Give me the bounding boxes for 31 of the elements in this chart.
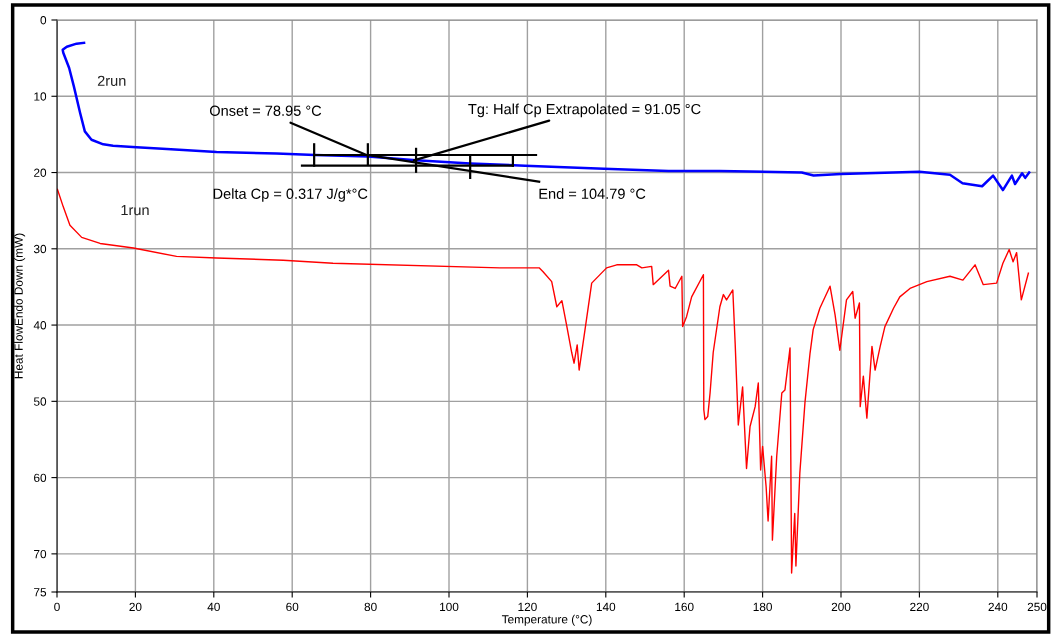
x-tick-label: 200 <box>831 602 851 612</box>
y-tick-label: 0 <box>40 16 47 25</box>
y-tick-label: 30 <box>33 244 47 254</box>
y-tick-label: 70 <box>34 549 47 559</box>
annotation: End = 104.79 °C <box>539 188 646 199</box>
x-tick-label: 100 <box>440 602 459 612</box>
x-tick-label: 250 <box>1027 602 1047 612</box>
y-tick-label: 75 <box>34 588 47 597</box>
series-label: 2run <box>97 75 126 86</box>
y-tick-label: 60 <box>34 473 47 482</box>
x-tick-label: 60 <box>286 602 299 612</box>
y-tick-label: 10 <box>34 92 47 101</box>
y-axis-title: Heat FlowEndo Down (mW) <box>14 233 26 379</box>
y-tick-label: 40 <box>33 321 47 330</box>
x-tick-label: 220 <box>910 602 929 612</box>
annotation: Onset = 78.95 °C <box>209 105 322 116</box>
x-tick-label: 120 <box>518 602 537 612</box>
x-tick-label: 160 <box>675 602 694 612</box>
x-tick-label: 240 <box>988 602 1008 612</box>
x-tick-label: 80 <box>364 602 377 612</box>
y-tick-label: 20 <box>34 168 47 177</box>
text: 1run <box>121 205 149 216</box>
x-tick-label: 0 <box>54 602 60 612</box>
annotation: Tg: Half Cp Extrapolated = 91.05 °C <box>468 103 701 118</box>
x-tick-label: 140 <box>596 602 616 612</box>
x-tick-label: 180 <box>753 602 772 612</box>
x-tick-label: 20 <box>129 602 142 612</box>
annotation: Delta Cp = 0.317 J/g*°C <box>213 188 368 202</box>
y-tick-label: 50 <box>33 397 47 406</box>
x-axis-title: Temperature (°C) <box>501 614 592 626</box>
x-tick-label: 40 <box>207 602 220 612</box>
